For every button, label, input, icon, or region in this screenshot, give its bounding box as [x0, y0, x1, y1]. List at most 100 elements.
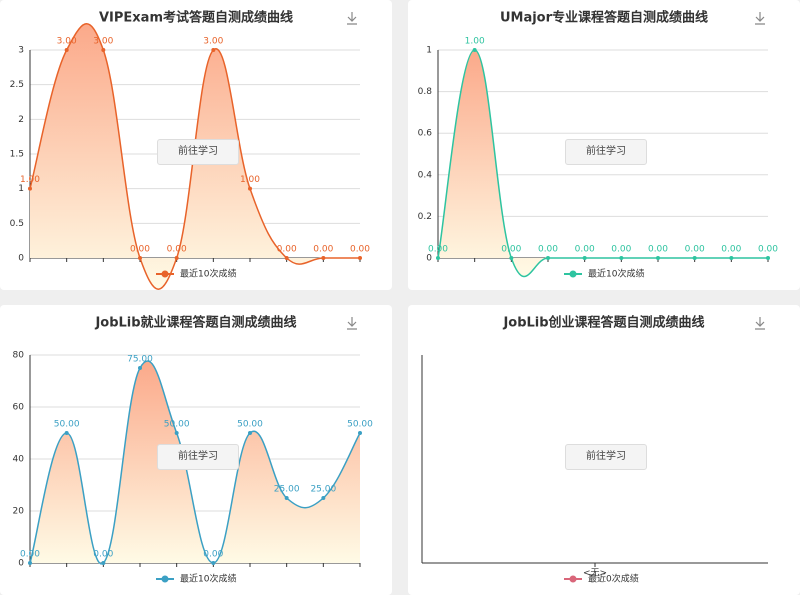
download-icon[interactable]	[347, 12, 357, 25]
legend-label: 最近0次成绩	[588, 573, 639, 585]
legend-marker	[569, 270, 577, 278]
area	[30, 361, 360, 564]
chart: JobLib创业课程答题自测成绩曲线 <无>最近0次成绩	[421, 315, 768, 585]
data-label: 25.00	[274, 485, 300, 495]
y-tick-label: 0	[18, 254, 24, 264]
point	[138, 256, 142, 260]
go-study-button[interactable]: 前往学习	[157, 139, 239, 165]
y-tick-label: 0.4	[418, 170, 433, 180]
y-tick-label: 0.6	[418, 129, 433, 139]
data-label: 1.00	[240, 175, 260, 185]
point	[729, 256, 734, 260]
data-label: 0.00	[611, 245, 631, 255]
point	[28, 186, 32, 191]
y-tick-label: 1.5	[10, 150, 24, 160]
download-icon-shape	[347, 317, 357, 330]
data-label: 1.00	[465, 37, 485, 47]
point	[436, 256, 440, 260]
data-label: 0.00	[648, 245, 668, 255]
data-label: 50.00	[54, 420, 80, 430]
chart: UMajor专业课程答题自测成绩曲线 0 0.2 0.4 0.6 0.8 1 0.00 1.00…	[418, 10, 779, 280]
y-tick-label: 1	[18, 184, 24, 194]
data-label: 0.00	[501, 245, 521, 255]
area	[438, 50, 768, 277]
data-label: 3.00	[93, 37, 113, 47]
legend-label: 最近10次成绩	[180, 268, 236, 280]
point	[174, 431, 179, 435]
chart: JobLib就业课程答题自测成绩曲线 0 20 40 60 80 0.00 50.00 0.00…	[13, 315, 374, 585]
go-study-button[interactable]: 前往学习	[565, 444, 647, 470]
point	[64, 431, 69, 435]
go-study-button[interactable]: 前往学习	[565, 139, 647, 165]
legend-marker	[161, 575, 169, 583]
y-tick-label: 80	[13, 351, 25, 361]
point	[248, 186, 252, 191]
data-label: 0.00	[203, 550, 223, 560]
data-label: 3.00	[57, 37, 77, 47]
chart-panel: JobLib创业课程答题自测成绩曲线 <无> 最近0次成绩 前往学习	[408, 305, 800, 595]
download-icon[interactable]	[755, 317, 765, 330]
data-label: 0.00	[758, 245, 778, 255]
point	[211, 561, 216, 565]
point	[692, 256, 697, 260]
go-study-button[interactable]: 前往学习	[157, 444, 239, 470]
point	[64, 48, 69, 52]
point	[656, 256, 660, 260]
chart-title: UMajor专业课程答题自测成绩曲线	[500, 10, 708, 26]
legend-marker	[161, 270, 169, 278]
chart-panel: UMajor专业课程答题自测成绩曲线 0 0.2 0.4 0.6 0.8 1 0.00 1.00…	[408, 0, 800, 290]
point	[358, 431, 362, 435]
legend-marker	[569, 575, 577, 583]
download-icon-shape	[755, 317, 765, 330]
data-label: 0.00	[313, 245, 333, 255]
data-label: 75.00	[127, 355, 153, 365]
point	[321, 256, 326, 260]
point	[509, 256, 514, 260]
data-label: 0.00	[575, 245, 595, 255]
data-label: 50.00	[237, 420, 263, 430]
y-tick-label: 3	[18, 46, 24, 56]
data-label: 0.00	[721, 245, 741, 255]
chart-panel: VIPExam考试答题自测成绩曲线 0 0.5 1 1.5 2 2.5 3 1.00 3.00 3.…	[0, 0, 392, 290]
download-icon-shape	[755, 12, 765, 25]
point	[248, 431, 252, 435]
y-tick-label: 40	[13, 455, 25, 465]
data-label: 50.00	[164, 420, 190, 430]
y-tick-label: 2.5	[10, 80, 24, 90]
data-label: 25.00	[310, 485, 336, 495]
x-tick-label: <无>	[583, 568, 607, 579]
y-tick-label: 20	[13, 507, 25, 517]
y-tick-label: 0.8	[418, 87, 433, 97]
data-label: 3.00	[203, 37, 223, 47]
point	[138, 366, 142, 370]
download-icon[interactable]	[347, 317, 357, 330]
data-label: 0.00	[167, 245, 187, 255]
download-icon[interactable]	[755, 12, 765, 25]
y-tick-label: 0.5	[10, 219, 24, 229]
chart-title: VIPExam考试答题自测成绩曲线	[99, 10, 293, 26]
data-label: 0.00	[685, 245, 705, 255]
point	[211, 48, 216, 52]
data-label: 0.00	[277, 245, 297, 255]
data-label: 1.00	[20, 175, 40, 185]
point	[101, 48, 106, 52]
y-tick-label: 60	[13, 403, 25, 413]
point	[546, 256, 550, 260]
y-tick-label: 0	[426, 254, 432, 264]
point	[582, 256, 587, 260]
data-label: 0.00	[538, 245, 558, 255]
point	[766, 256, 770, 260]
point	[28, 561, 32, 565]
data-label: 0.00	[130, 245, 150, 255]
chart-title: JobLib就业课程答题自测成绩曲线	[94, 315, 296, 331]
data-label: 0.00	[350, 245, 370, 255]
point	[284, 496, 289, 500]
point	[101, 561, 106, 565]
y-tick-label: 0.2	[418, 212, 432, 222]
data-label: 0.00	[93, 550, 113, 560]
point	[472, 48, 477, 52]
y-tick-label: 1	[426, 46, 432, 56]
legend-label: 最近10次成绩	[180, 573, 236, 585]
point	[619, 256, 624, 260]
point	[284, 256, 289, 260]
